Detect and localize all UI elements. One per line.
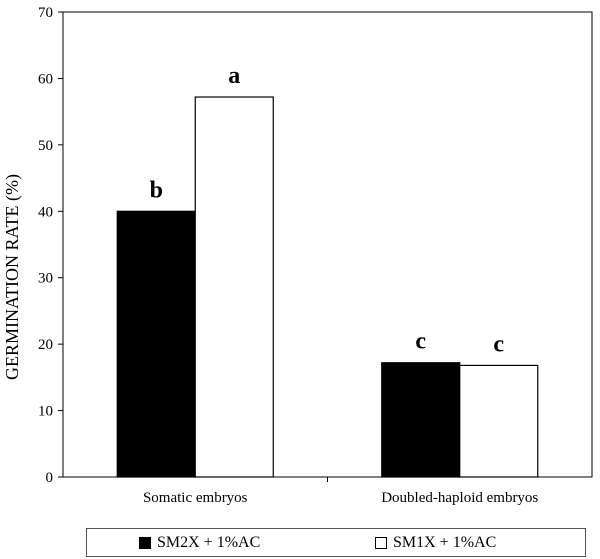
y-tick-label: 60 [38,71,53,87]
legend-item-sm1x: SM1X + 1%AC [375,534,496,552]
bar [116,210,196,478]
legend-item-sm2x: SM2X + 1%AC [139,534,260,552]
y-tick-label: 10 [38,404,53,420]
legend-swatch-white [375,537,387,549]
y-tick-label: 20 [38,337,53,353]
y-tick-label: 30 [38,271,53,287]
legend: SM2X + 1%AC SM1X + 1%AC [86,528,586,557]
y-tick-label: 70 [38,5,53,21]
legend-label: SM2X + 1%AC [157,534,261,551]
y-tick-label: 0 [46,470,54,486]
bar-significance-label: a [228,63,240,89]
bar-significance-label: b [150,177,163,203]
bar [459,364,539,478]
bar-significance-label: c [493,331,504,357]
y-axis-label: GERMINATION RATE (%) [2,174,23,380]
bar-chart: 0 10 20 30 40 50 60 70 b a c c Somatic embryos Doub… [2,5,593,506]
legend-swatch-black [139,537,151,549]
bar-significance-label: c [415,329,426,355]
y-tick-label: 50 [38,138,53,154]
x-tick-label: Doubled-haploid embryos [381,490,538,506]
y-tick-label: 40 [38,204,53,220]
x-tick-label: Somatic embryos [143,490,248,506]
legend-label: SM1X + 1%AC [393,534,497,551]
bar [381,362,461,478]
bar [194,96,274,478]
